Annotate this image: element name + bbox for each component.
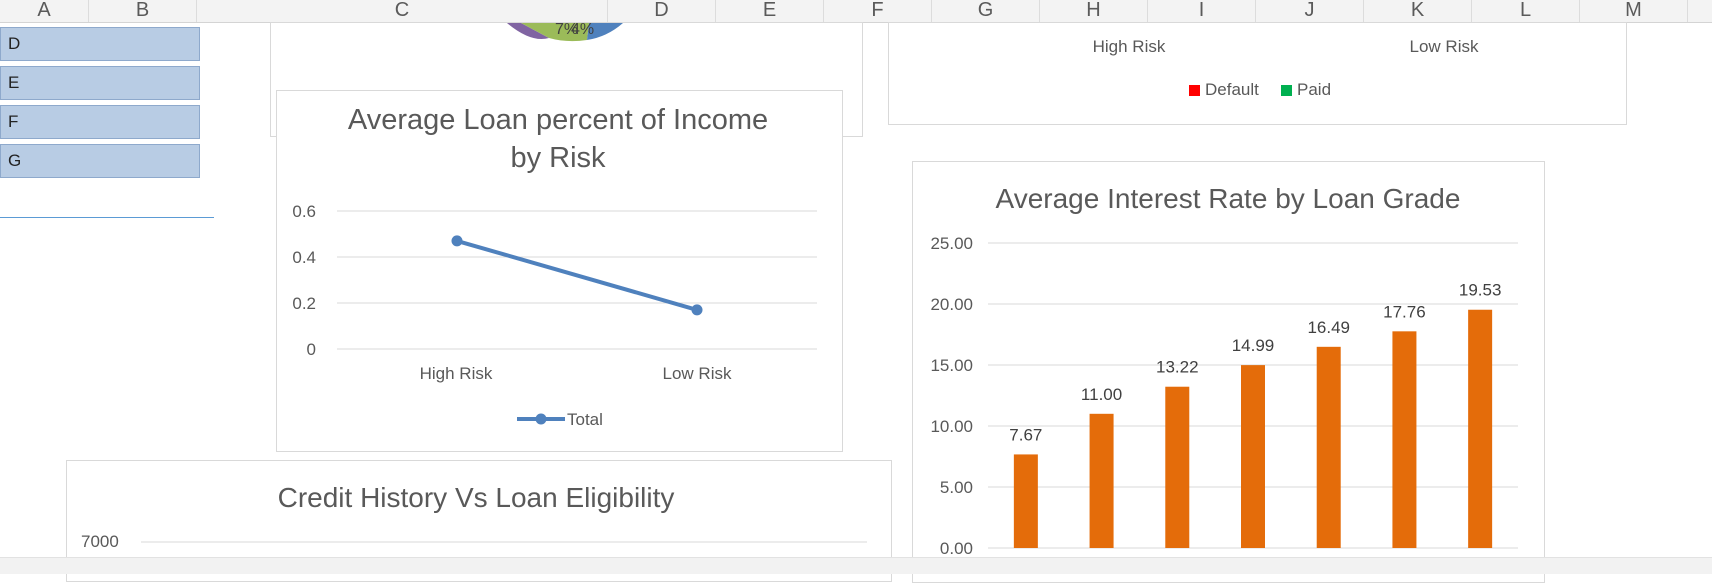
column-header-d[interactable]: D	[608, 0, 716, 22]
legend-swatch-default	[1189, 85, 1200, 96]
slicer-item-g[interactable]: G	[0, 144, 200, 178]
y-tick-label: 15.00	[930, 356, 973, 375]
pie-label-2: 4%	[571, 23, 594, 38]
y-tick-label: 0	[307, 340, 316, 359]
y-tick-label: 25.00	[930, 234, 973, 253]
column-header-j[interactable]: J	[1256, 0, 1364, 22]
column-header-b[interactable]: B	[89, 0, 197, 22]
data-point	[691, 304, 703, 316]
data-point	[451, 235, 463, 247]
y-tick-label: 0.00	[940, 539, 973, 558]
avg-interest-chart-box[interactable]: Average Interest Rate by Loan Grade 0.00…	[912, 161, 1545, 583]
y-tick-label: 5.00	[940, 478, 973, 497]
avg-loan-percent-chart-box[interactable]: Average Loan percent of Income by Risk 0…	[276, 90, 843, 452]
bar-grade-g	[1468, 309, 1493, 548]
slicer-item-f[interactable]: F	[0, 105, 200, 139]
data-label: 17.76	[1383, 302, 1426, 321]
avg-interest-chart: Average Interest Rate by Loan Grade 0.00…	[930, 183, 1518, 558]
column-header-e[interactable]: E	[716, 0, 824, 22]
y-tick-label: 0.4	[292, 248, 316, 267]
legend-label-default: Default	[1205, 80, 1259, 99]
series-line-total	[456, 238, 698, 312]
data-label: 11.00	[1081, 385, 1122, 404]
pie-slice-blue	[587, 23, 623, 40]
column-header-f[interactable]: F	[824, 0, 932, 22]
x-tick-label: High Risk	[420, 364, 493, 383]
chart-title: Credit History Vs Loan Eligibility	[278, 482, 675, 513]
column-header-l[interactable]: L	[1472, 0, 1580, 22]
bottom-scroll-area	[0, 557, 1712, 574]
bar-grade-a	[1013, 454, 1038, 548]
column-header-g[interactable]: G	[932, 0, 1040, 22]
y-tick-label: 20.00	[930, 295, 973, 314]
column-header-h[interactable]: H	[1040, 0, 1148, 22]
legend-label-total: Total	[567, 410, 603, 429]
slicer-item-d[interactable]: D	[0, 27, 200, 61]
pie-slice-purple	[507, 23, 549, 39]
legend-label-paid: Paid	[1297, 80, 1331, 99]
y-tick-label: 0.2	[292, 294, 316, 313]
y-tick-label: 0.6	[292, 202, 316, 221]
chart-title-line-1: Average Loan percent of Income	[348, 104, 768, 136]
bar-grade-e	[1316, 346, 1341, 548]
risk-status-chart: High Risk Low Risk Default Paid	[1093, 37, 1479, 99]
avg-loan-percent-chart: Average Loan percent of Income by Risk 0…	[292, 104, 817, 429]
pie-slice-green	[521, 23, 589, 42]
x-tick-label: High Risk	[1093, 37, 1166, 56]
legend-swatch-paid	[1281, 85, 1292, 96]
column-header-m[interactable]: M	[1580, 0, 1688, 22]
credit-history-chart: Credit History Vs Loan Eligibility 7000	[81, 482, 867, 551]
slicer-bottom-border	[0, 217, 214, 218]
chart-title: Average Interest Rate by Loan Grade	[996, 183, 1461, 214]
data-label: 16.49	[1307, 318, 1350, 337]
column-header-i[interactable]: I	[1148, 0, 1256, 22]
slicer-item-e[interactable]: E	[0, 66, 200, 100]
bar-grade-f	[1392, 331, 1417, 548]
column-header-a[interactable]: A	[0, 0, 89, 22]
data-label: 13.22	[1156, 358, 1199, 377]
legend-marker-total	[535, 413, 547, 425]
pie-chart-fragment: 7% 4%	[507, 21, 623, 42]
data-label: 19.53	[1459, 281, 1502, 300]
bar-grade-d	[1241, 365, 1265, 548]
bar-grade-c	[1165, 386, 1190, 548]
y-tick-label: 7000	[81, 532, 119, 551]
chart-title-line-2: by Risk	[510, 142, 606, 174]
bar-grade-b	[1089, 413, 1114, 548]
data-label: 14.99	[1232, 336, 1275, 355]
column-header-k[interactable]: K	[1364, 0, 1472, 22]
y-tick-label: 10.00	[930, 417, 973, 436]
data-label: 7.67	[1009, 425, 1042, 444]
x-tick-label: Low Risk	[1410, 37, 1479, 56]
x-tick-label: Low Risk	[663, 364, 732, 383]
column-header-c[interactable]: C	[197, 0, 608, 22]
risk-status-chart-box[interactable]: High Risk Low Risk Default Paid	[888, 22, 1627, 125]
pie-label-1: 7%	[555, 23, 578, 38]
